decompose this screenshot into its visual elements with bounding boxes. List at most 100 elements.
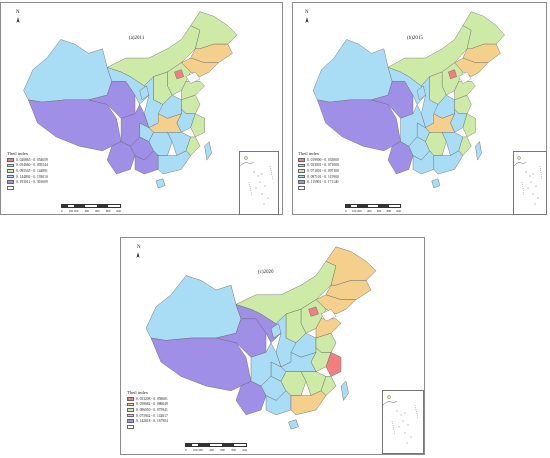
legend-item-blank <box>127 424 168 430</box>
legend-label: 0. 142618 - 0. 167904 <box>136 419 168 424</box>
province-yunnan <box>387 141 414 175</box>
china-choropleth-map <box>305 11 505 189</box>
legend-swatch <box>127 419 134 423</box>
legend-label: 0. 095545 - 0. 144891 <box>16 168 48 173</box>
province-fujian <box>320 376 337 396</box>
legend-swatch <box>7 185 14 190</box>
map-title: (c)2020 <box>258 270 274 275</box>
scale-label: 600 <box>220 447 225 452</box>
province-beijing <box>174 69 184 80</box>
legend-item-blank <box>298 185 339 191</box>
legend-swatch <box>298 169 305 173</box>
legend-swatch <box>7 158 14 162</box>
province-tibet <box>317 99 401 152</box>
north-arrow-icon <box>305 17 309 23</box>
province-tibet <box>150 337 252 392</box>
province-ningxia <box>270 323 282 339</box>
legend-title: Theil index <box>298 151 320 156</box>
province-guangdong <box>157 150 191 175</box>
legend-item: 0. 115901 - 0. 171140 <box>298 179 339 185</box>
scale-label: 400 <box>209 447 214 452</box>
scale-label: Km <box>242 447 247 452</box>
province-hainan <box>288 419 299 430</box>
inset-islands <box>240 156 274 205</box>
scale-label: Km <box>116 208 121 213</box>
inset-islands <box>383 395 419 444</box>
china-choropleth-map <box>136 246 377 430</box>
province-yunnan <box>106 141 136 175</box>
scale-label: 400 <box>84 208 90 213</box>
province-taiwan <box>340 380 349 401</box>
legend-item: 0. 033208 - 0. 058681 <box>127 396 168 402</box>
province-ningxia <box>416 85 426 101</box>
map-panel-2020: (c)2020 N Theil index 0. 033208 - 0. 058… <box>120 237 425 455</box>
map-title: (a)2011 <box>129 36 145 41</box>
province-hainan <box>431 178 441 189</box>
legend-label: 0. 086050 - 0. 075941 <box>136 407 168 412</box>
legend-swatch <box>127 402 134 407</box>
north-arrow-icon <box>16 17 20 23</box>
map-legend: Theil index 0. 033208 - 0. 058681 0. 058… <box>127 390 168 430</box>
legend-item: 0. 020865 - 0. 054659 <box>7 157 48 163</box>
legend-item: 0. 193011 - 0. 301609 <box>7 179 48 185</box>
legend-label: 0. 054660 - 0. 095544 <box>16 163 48 168</box>
scale-label: 400 <box>366 208 372 213</box>
legend-swatch <box>127 397 134 401</box>
province-guangdong <box>433 150 464 175</box>
province-zhejiang <box>462 113 476 138</box>
province-zhejiang <box>325 352 342 377</box>
province-beijing <box>448 69 457 80</box>
bohai-sea <box>458 71 472 84</box>
legend-swatch <box>298 180 305 184</box>
north-arrow-label: N <box>137 245 141 250</box>
province-xinjiang <box>312 39 393 103</box>
legend-label: 0. 115901 - 0. 171140 <box>307 180 339 185</box>
north-arrow-icon <box>136 252 140 258</box>
legend-item: 0. 097101 - 0. 115900 <box>298 174 339 180</box>
legend-label: 0. 020865 - 0. 054659 <box>16 157 48 162</box>
legend-item: 0. 054660 - 0. 095544 <box>7 163 48 169</box>
province-fujian <box>185 136 201 156</box>
map-panel-2011: (a)2011 N Theil index 0. 020865 - 0. 054… <box>0 2 283 215</box>
scale-label: Km <box>396 208 401 213</box>
legend-swatch <box>7 174 14 179</box>
legend-label: 0. 033001 - 0. 071000 <box>307 163 339 168</box>
south-china-sea-inset <box>513 151 547 215</box>
legend-label: 0. 075942 - 0. 142617 <box>136 413 168 418</box>
map-panel-2015: (b)2015 N Theil index 0. 019900 - 0. 033… <box>292 2 547 215</box>
bohai-sea <box>320 308 337 322</box>
legend-item: 0. 071001 - 0. 097100 <box>298 168 339 174</box>
province-guangdong <box>290 390 327 416</box>
legend-item-blank <box>7 185 48 191</box>
legend-item: 0. 142618 - 0. 167904 <box>127 418 168 424</box>
province-beijing <box>308 306 319 317</box>
scale-label: 800 <box>231 447 236 452</box>
scale-label: 100 200 <box>68 208 79 213</box>
scale-bar: 0 100 200 400 600 800 Km <box>185 443 247 452</box>
scale-label: 100 200 <box>351 208 362 213</box>
scale-label: 0 <box>185 447 187 452</box>
legend-item: 0. 095545 - 0. 144891 <box>7 168 48 174</box>
legend-swatch <box>127 424 134 429</box>
south-china-sea-inset <box>382 390 424 454</box>
legend-swatch <box>7 180 14 184</box>
legend-item: 0. 086050 - 0. 075941 <box>127 407 168 413</box>
legend-title: Theil index <box>7 151 29 156</box>
province-tibet <box>27 99 122 152</box>
north-arrow-label: N <box>305 10 309 15</box>
map-title: (b)2015 <box>407 36 423 41</box>
scale-label: 0 <box>61 208 63 213</box>
scale-label: 800 <box>105 208 111 213</box>
legend-swatch <box>298 174 305 179</box>
china-choropleth-map <box>16 11 238 189</box>
province-zhejiang <box>190 113 205 138</box>
legend-swatch <box>298 158 305 162</box>
legend-label: 0. 193011 - 0. 301609 <box>16 180 48 185</box>
scale-bar: 0 100 200 400 600 800 Km <box>345 204 401 213</box>
inset-islands <box>514 156 543 205</box>
province-xinjiang <box>145 275 242 341</box>
legend-label: 0. 019900 - 0. 033000 <box>307 157 339 162</box>
province-xinjiang <box>23 39 113 103</box>
scale-label: 600 <box>376 208 382 213</box>
south-china-sea-inset <box>239 151 279 215</box>
